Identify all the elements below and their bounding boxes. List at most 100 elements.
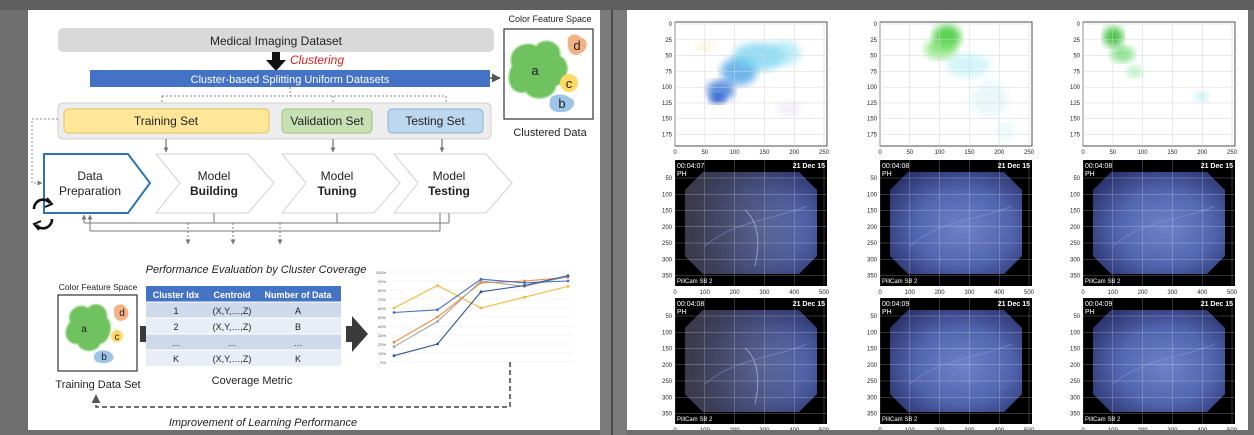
- cluster-a-bottom-label: a: [81, 324, 87, 335]
- stage-1-line2: Preparation: [59, 184, 121, 198]
- cluster-c-top: [560, 74, 578, 92]
- feedback-dotted-line: [31, 118, 58, 186]
- frame-timestamp: 00:04:07: [677, 163, 704, 170]
- image-x-tick: 200: [1138, 428, 1149, 430]
- image-x-tick: 500: [1227, 290, 1238, 296]
- chart-y-tick: 90%: [378, 279, 386, 284]
- scatter-x-tick: 200: [1197, 150, 1208, 156]
- image-x-tick: 100: [1108, 428, 1119, 430]
- image-x-tick: 0: [1081, 290, 1085, 296]
- scatter-y-tick: 50: [1073, 54, 1080, 60]
- scatter-point-cloud: [1194, 91, 1209, 102]
- table-cell: A: [295, 306, 301, 316]
- coverage-line-chart: 0% 10% 20% 30% 40% 50% 60% 70% 80% 90% 100%: [376, 270, 572, 365]
- cluster-b-top: [549, 94, 575, 113]
- panel-divider: [600, 10, 627, 435]
- improvement-label: Improvement of Learning Performance: [169, 417, 357, 429]
- pipeline-diagram: Medical Imaging Dataset Clustering Clust…: [31, 14, 594, 429]
- image-x-tick: 500: [1024, 290, 1035, 296]
- frame-brand: PillCam SB 2: [677, 417, 713, 423]
- scatter-x-tick: 150: [759, 150, 770, 156]
- table-cell: K: [173, 354, 179, 364]
- scatter-y-tick: 0: [874, 22, 878, 28]
- scatter-x-tick: 200: [994, 150, 1005, 156]
- cluster-a-bottom: [65, 303, 112, 352]
- scatter-y-tick: 25: [1073, 38, 1080, 44]
- image-y-tick: 200: [867, 225, 878, 231]
- scatter-point-cloud: [777, 100, 801, 117]
- image-x-tick: 200: [935, 290, 946, 296]
- cluster-b-top-label: b: [558, 96, 565, 111]
- chart-y-tick: 50%: [378, 315, 386, 320]
- chart-point: [566, 285, 570, 288]
- image-y-tick: 300: [867, 257, 878, 263]
- image-y-tick: 350: [867, 412, 878, 418]
- scatter-x-tick: 50: [906, 150, 913, 156]
- image-y-tick: 50: [665, 176, 672, 182]
- scatter-y-tick: 75: [1073, 69, 1080, 75]
- chart-series-line: [393, 275, 569, 348]
- image-x-tick: 400: [994, 428, 1005, 430]
- chart-point: [436, 284, 439, 287]
- image-y-tick: 250: [662, 379, 673, 385]
- scatter-point-cloud: [1103, 26, 1124, 47]
- scatter-y-tick: 150: [1070, 117, 1081, 123]
- scatter-y-tick: 0: [1077, 22, 1081, 28]
- frame-brand: PillCam SB 2: [1085, 417, 1121, 423]
- chart-y-tick: 70%: [378, 297, 386, 302]
- stage-4-line1: Model: [433, 169, 466, 183]
- scatter-x-tick: 250: [1227, 150, 1238, 156]
- image-y-tick: 250: [1070, 379, 1081, 385]
- image-x-tick: 500: [1024, 428, 1035, 430]
- image-x-tick: 500: [1227, 428, 1238, 430]
- scatter-x-tick: 0: [1081, 150, 1085, 156]
- frame-timestamp: 00:04:09: [882, 301, 909, 308]
- scatter-point-cloud: [971, 80, 1008, 117]
- scatter-plot: [924, 24, 1015, 142]
- chart-point: [392, 354, 396, 358]
- image-y-tick: 100: [662, 330, 673, 336]
- top-bar: [0, 0, 1254, 10]
- dataset-label: Medical Imaging Dataset: [210, 34, 343, 48]
- image-x-tick: 300: [964, 290, 975, 296]
- chart-point: [566, 279, 570, 283]
- scatter-plot: [695, 40, 801, 117]
- image-y-tick: 200: [1070, 225, 1081, 231]
- split-box: [90, 70, 490, 87]
- scatter-y-tick: 150: [662, 117, 673, 123]
- scatter-x-tick: 150: [1167, 150, 1178, 156]
- table-header-count: Number of Data: [264, 290, 332, 300]
- image-x-tick: 100: [905, 428, 916, 430]
- stage-3-line2: Tuning: [317, 184, 356, 198]
- scatter-x-tick: 250: [819, 150, 830, 156]
- scatter-x-tick: 250: [1024, 150, 1035, 156]
- scatter-x-tick: 100: [730, 150, 741, 156]
- cluster-b-bottom-label: b: [101, 352, 107, 363]
- stage-3-line1: Model: [321, 169, 354, 183]
- endoscopy-texture: [909, 205, 1013, 247]
- image-x-tick: 100: [700, 290, 711, 296]
- image-x-tick: 300: [759, 428, 770, 430]
- image-x-tick: 100: [1108, 290, 1119, 296]
- feedback-lines: [81, 213, 450, 245]
- scatter-y-tick: 50: [870, 54, 877, 60]
- stage-model-building: [154, 153, 275, 214]
- table-cell: (X,Y,…,Z): [213, 322, 252, 332]
- chart-point: [479, 290, 483, 294]
- frame-date: 21 Dec 15: [998, 301, 1030, 308]
- image-x-tick: 500: [819, 290, 830, 296]
- chart-series-line: [393, 284, 569, 309]
- image-x-tick: 200: [730, 428, 741, 430]
- image-y-tick: 100: [867, 330, 878, 336]
- table-cell: (X,Y,…,Z): [213, 354, 252, 364]
- endoscopy-texture: [1112, 205, 1216, 247]
- frame-timestamp: 00:04:08: [1085, 163, 1112, 170]
- frame-date: 21 Dec 15: [998, 163, 1030, 170]
- image-x-tick: 200: [935, 428, 946, 430]
- image-y-tick: 200: [1070, 363, 1081, 369]
- cluster-d-bottom-label: d: [119, 308, 125, 319]
- endoscopy-texture: [909, 343, 1013, 385]
- scatter-x-tick: 200: [789, 150, 800, 156]
- split-label: Cluster-based Splitting Uniform Datasets: [191, 74, 390, 86]
